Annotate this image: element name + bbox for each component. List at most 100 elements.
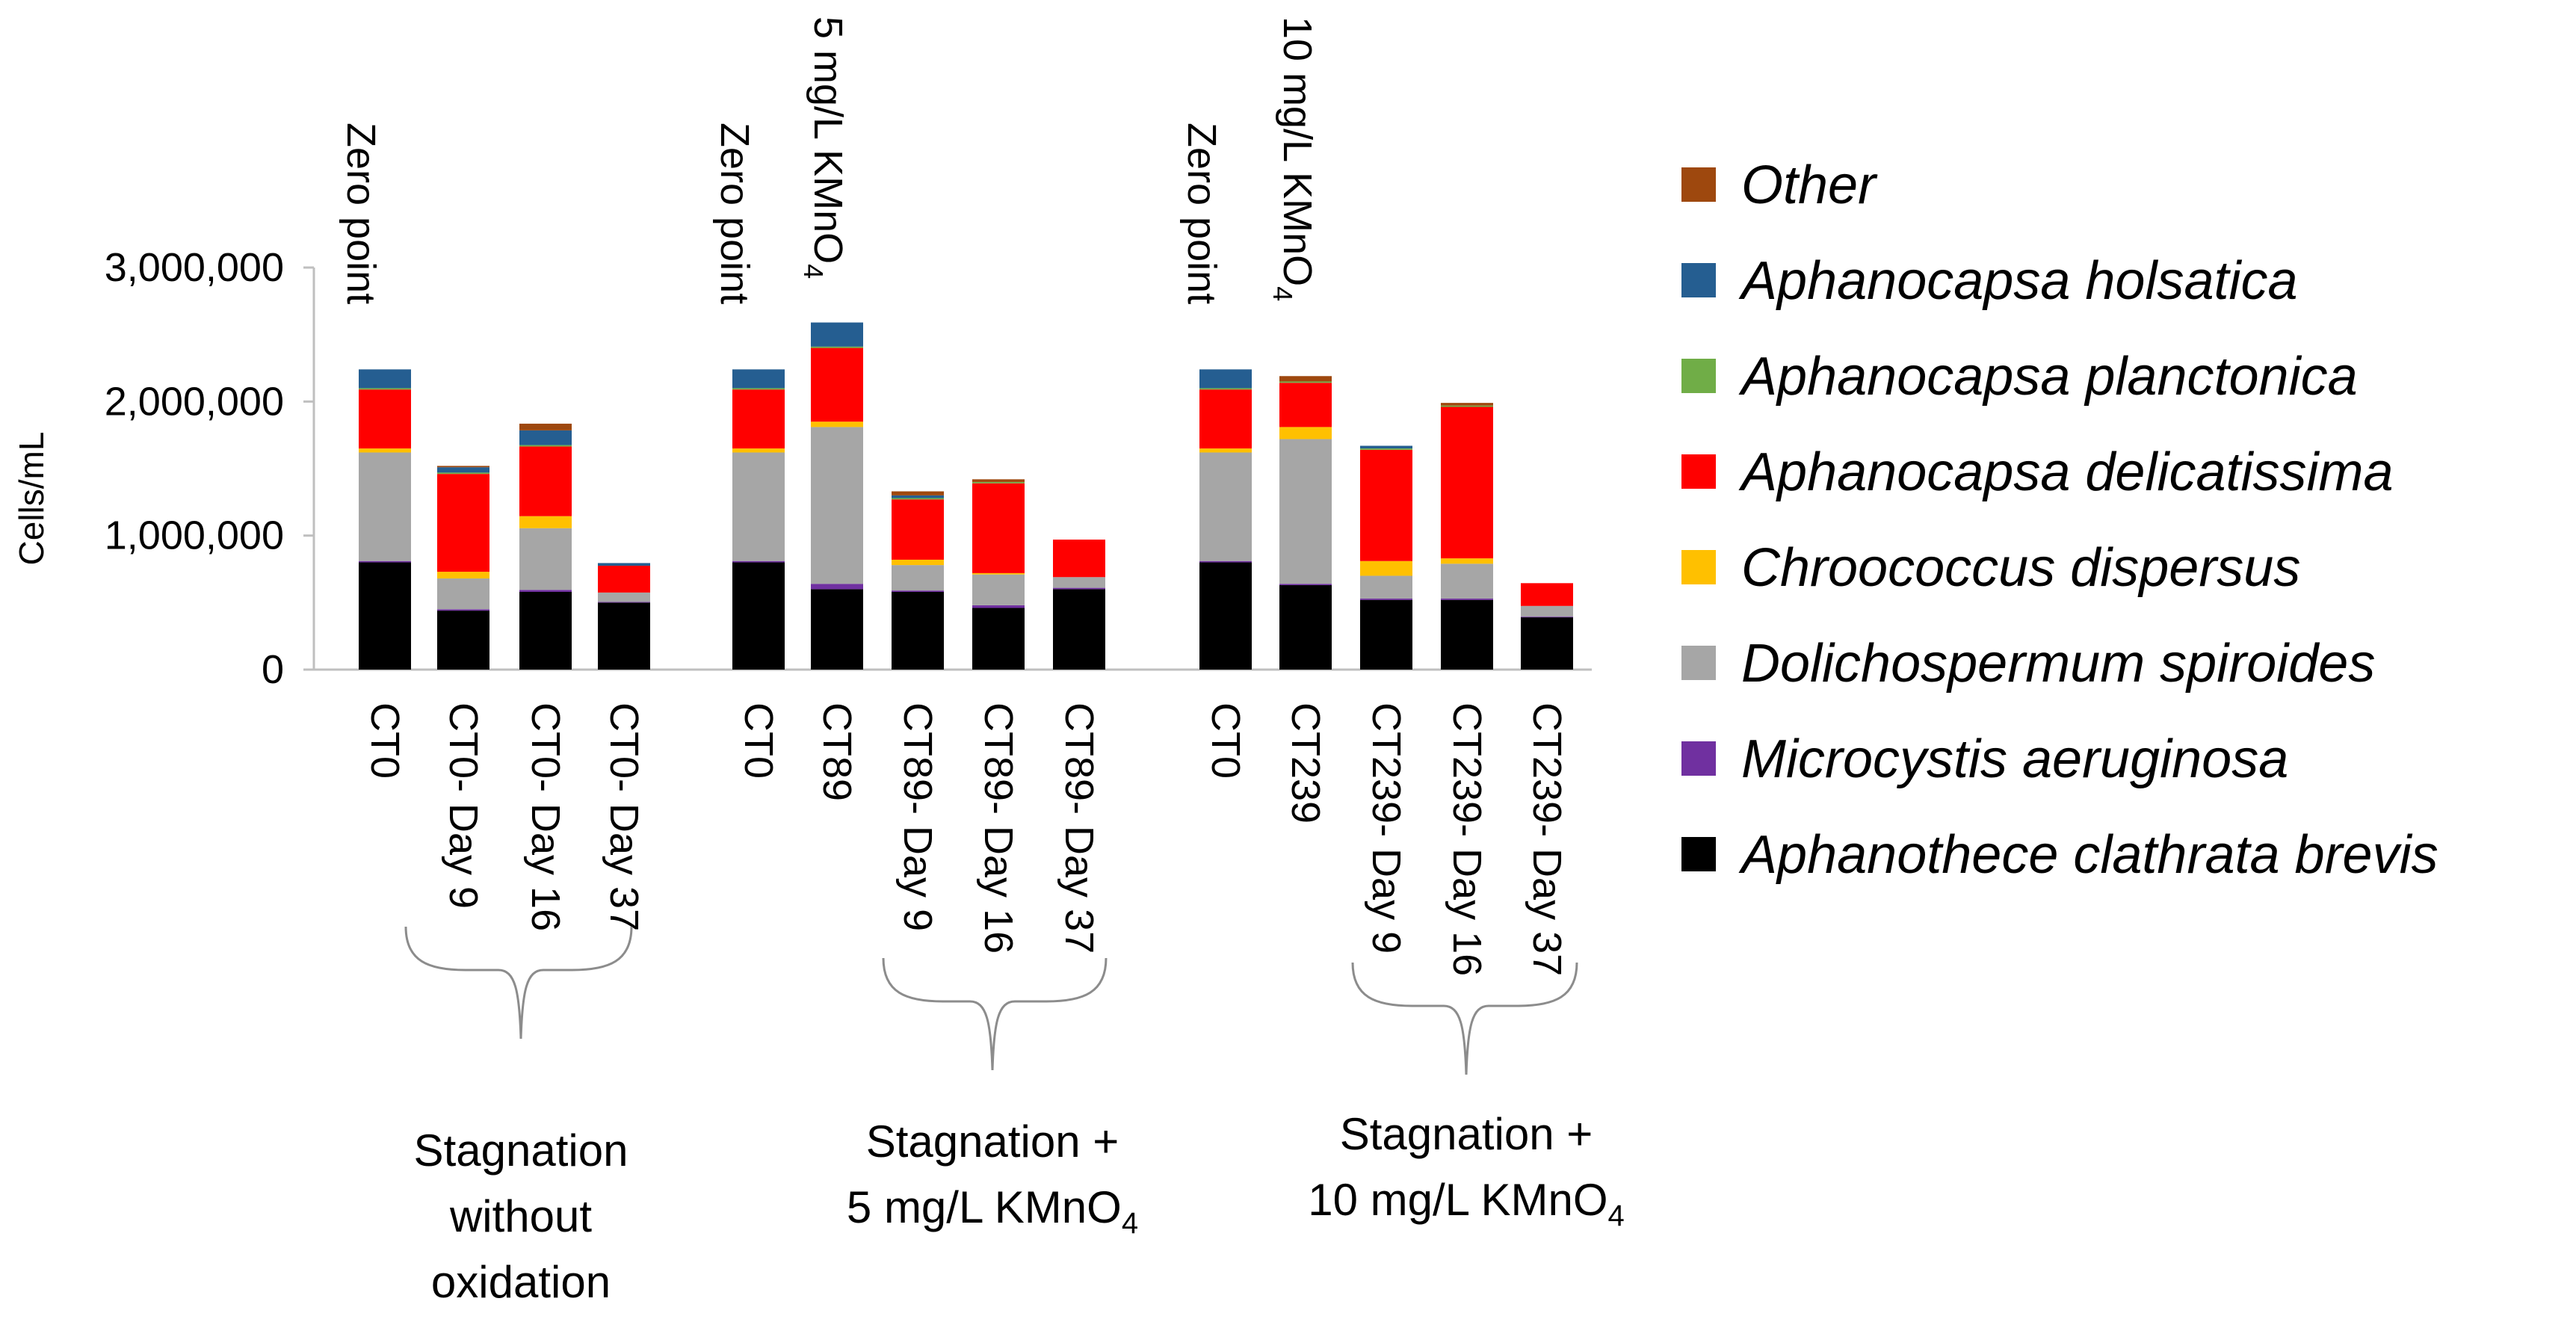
bar-segment-aphanocapsa-delicatissima: [892, 499, 944, 560]
legend-swatch: [1681, 646, 1716, 680]
bar-segment-aphanothece-clathrata-brevis: [1360, 599, 1412, 670]
bar-stack: [1053, 540, 1105, 670]
legend-label: Aphanocapsa planctonica: [1738, 347, 2358, 407]
bar-segment-aphanocapsa-planctonica: [1441, 405, 1493, 407]
category-label: CT0: [736, 702, 781, 779]
bar-segment-aphanothece-clathrata-brevis: [437, 611, 489, 670]
legend-item: Aphanocapsa delicatissima: [1681, 442, 2394, 502]
bar-segment-aphanothece-clathrata-brevis: [519, 591, 572, 670]
legend-label: Dolichospermum spiroides: [1741, 634, 2375, 694]
bar-segment-aphanocapsa-delicatissima: [359, 389, 411, 449]
bar-segment-dolichospermum-spiroides: [1053, 577, 1105, 588]
subscript: 4: [798, 264, 829, 279]
bar-segment-aphanocapsa-holsatica: [359, 369, 411, 389]
bar-segment-other: [892, 491, 944, 495]
bar-annotation: Zero point: [712, 123, 757, 304]
bar-segment-dolichospermum-spiroides: [1521, 605, 1573, 617]
group-label-line: Stagnation +: [866, 1116, 1119, 1167]
category-label: CT89- Day 37: [1057, 702, 1102, 954]
bar-segment-chroococcus-dispersus: [519, 516, 572, 528]
group-brace: [404, 926, 633, 1040]
legend-swatch: [1681, 359, 1716, 393]
bar-segment-microcystis-aeruginosa: [972, 605, 1025, 608]
bar-segment-aphanocapsa-delicatissima: [1441, 407, 1493, 559]
y-axis-label: Cells/mL: [12, 432, 51, 566]
legend-item: Aphanocapsa planctonica: [1681, 347, 2358, 407]
bar-segment-aphanocapsa-planctonica: [732, 388, 785, 390]
bar-segment-aphanocapsa-holsatica: [892, 495, 944, 498]
bar-segment-aphanocapsa-planctonica: [359, 388, 411, 390]
bar-segment-aphanocapsa-planctonica: [1360, 448, 1412, 450]
bar-segment-aphanothece-clathrata-brevis: [359, 562, 411, 670]
category-label: CT89: [815, 702, 859, 801]
bar-segment-chroococcus-dispersus: [972, 572, 1025, 575]
bar-segment-chroococcus-dispersus: [437, 572, 489, 579]
category-label: CT0: [1203, 702, 1248, 779]
bar-segment-chroococcus-dispersus: [811, 421, 863, 427]
legend-swatch: [1681, 550, 1716, 584]
bar-segment-dolichospermum-spiroides: [437, 578, 489, 610]
category-label: CT0- Day 9: [441, 702, 486, 909]
category-label: CT0- Day 37: [602, 702, 646, 931]
bar-segment-microcystis-aeruginosa: [359, 560, 411, 563]
bar-segment-aphanothece-clathrata-brevis: [972, 608, 1025, 670]
category-label: CT239- Day 9: [1364, 702, 1409, 954]
bar-segment-dolichospermum-spiroides: [1199, 452, 1252, 561]
bar-stack: [519, 423, 572, 670]
bar-segment-dolichospermum-spiroides: [1279, 439, 1332, 584]
bar-segment-dolichospermum-spiroides: [598, 592, 650, 602]
bar-segment-microcystis-aeruginosa: [1360, 598, 1412, 600]
bar-segment-aphanothece-clathrata-brevis: [1199, 562, 1252, 670]
legend-item: Aphanothece clathrata brevis: [1681, 825, 2438, 885]
bar-segment-microcystis-aeruginosa: [732, 560, 785, 563]
bar-segment-aphanocapsa-delicatissima: [1521, 583, 1573, 606]
bar-segment-chroococcus-dispersus: [892, 559, 944, 566]
bar-segment-chroococcus-dispersus: [1360, 560, 1412, 576]
legend-label: Aphanocapsa holsatica: [1738, 251, 2298, 311]
bar-segment-chroococcus-dispersus: [1199, 448, 1252, 453]
group-label-line: oxidation: [431, 1257, 611, 1307]
legend-label: Aphanothece clathrata brevis: [1738, 825, 2438, 885]
bar-segment-aphanocapsa-planctonica: [972, 481, 1025, 484]
bar-segment-aphanocapsa-planctonica: [1279, 381, 1332, 383]
bar-stack: [811, 322, 863, 670]
bar-segment-dolichospermum-spiroides: [732, 452, 785, 561]
bar-annotation: Zero point: [1179, 123, 1224, 304]
bar-segment-aphanocapsa-holsatica: [598, 563, 650, 566]
bar-stack: [598, 563, 650, 670]
group-label-line: 10 mg/L KMnO4: [1308, 1175, 1625, 1232]
bar-segment-aphanocapsa-planctonica: [1199, 388, 1252, 390]
category-label: CT239: [1283, 702, 1328, 824]
bar-stack: [1279, 376, 1332, 670]
bar-segment-aphanocapsa-holsatica: [811, 322, 863, 347]
bar-segment-other: [519, 423, 572, 430]
bar-segment-chroococcus-dispersus: [359, 448, 411, 453]
legend-label: Chroococcus dispersus: [1741, 538, 2300, 598]
category-label: CT0- Day 16: [523, 702, 568, 931]
bar-segment-chroococcus-dispersus: [1279, 427, 1332, 439]
bar-segment-aphanothece-clathrata-brevis: [598, 602, 650, 670]
bar-segment-aphanothece-clathrata-brevis: [1521, 617, 1573, 670]
bar-segment-aphanothece-clathrata-brevis: [892, 591, 944, 670]
y-axis: 0 1,000,000 2,000,000 3,000,000 Cells/mL: [12, 245, 1592, 692]
subscript: 4: [1267, 286, 1298, 301]
bar-segment-aphanothece-clathrata-brevis: [732, 562, 785, 670]
bar-segment-aphanothece-clathrata-brevis: [811, 589, 863, 670]
bar-segment-microcystis-aeruginosa: [811, 584, 863, 590]
bar-segment-aphanocapsa-delicatissima: [972, 483, 1025, 573]
bar-segment-dolichospermum-spiroides: [972, 574, 1025, 605]
bar-segment-aphanothece-clathrata-brevis: [1279, 585, 1332, 670]
legend-swatch: [1681, 741, 1716, 776]
legend-label: Aphanocapsa delicatissima: [1738, 442, 2394, 502]
bar-segment-aphanocapsa-planctonica: [811, 346, 863, 348]
bar-segment-other: [1279, 376, 1332, 382]
legend-item: Microcystis aeruginosa: [1681, 729, 2288, 789]
bar-segment-aphanocapsa-planctonica: [519, 445, 572, 447]
bar-segment-aphanocapsa-delicatissima: [1279, 383, 1332, 427]
bar-segment-dolichospermum-spiroides: [1360, 575, 1412, 599]
legend-item: Chroococcus dispersus: [1681, 538, 2300, 598]
bar-segment-aphanocapsa-holsatica: [1360, 445, 1412, 449]
legend-swatch: [1681, 454, 1716, 489]
bar-segment-dolichospermum-spiroides: [359, 452, 411, 561]
bar-segment-dolichospermum-spiroides: [1441, 563, 1493, 599]
